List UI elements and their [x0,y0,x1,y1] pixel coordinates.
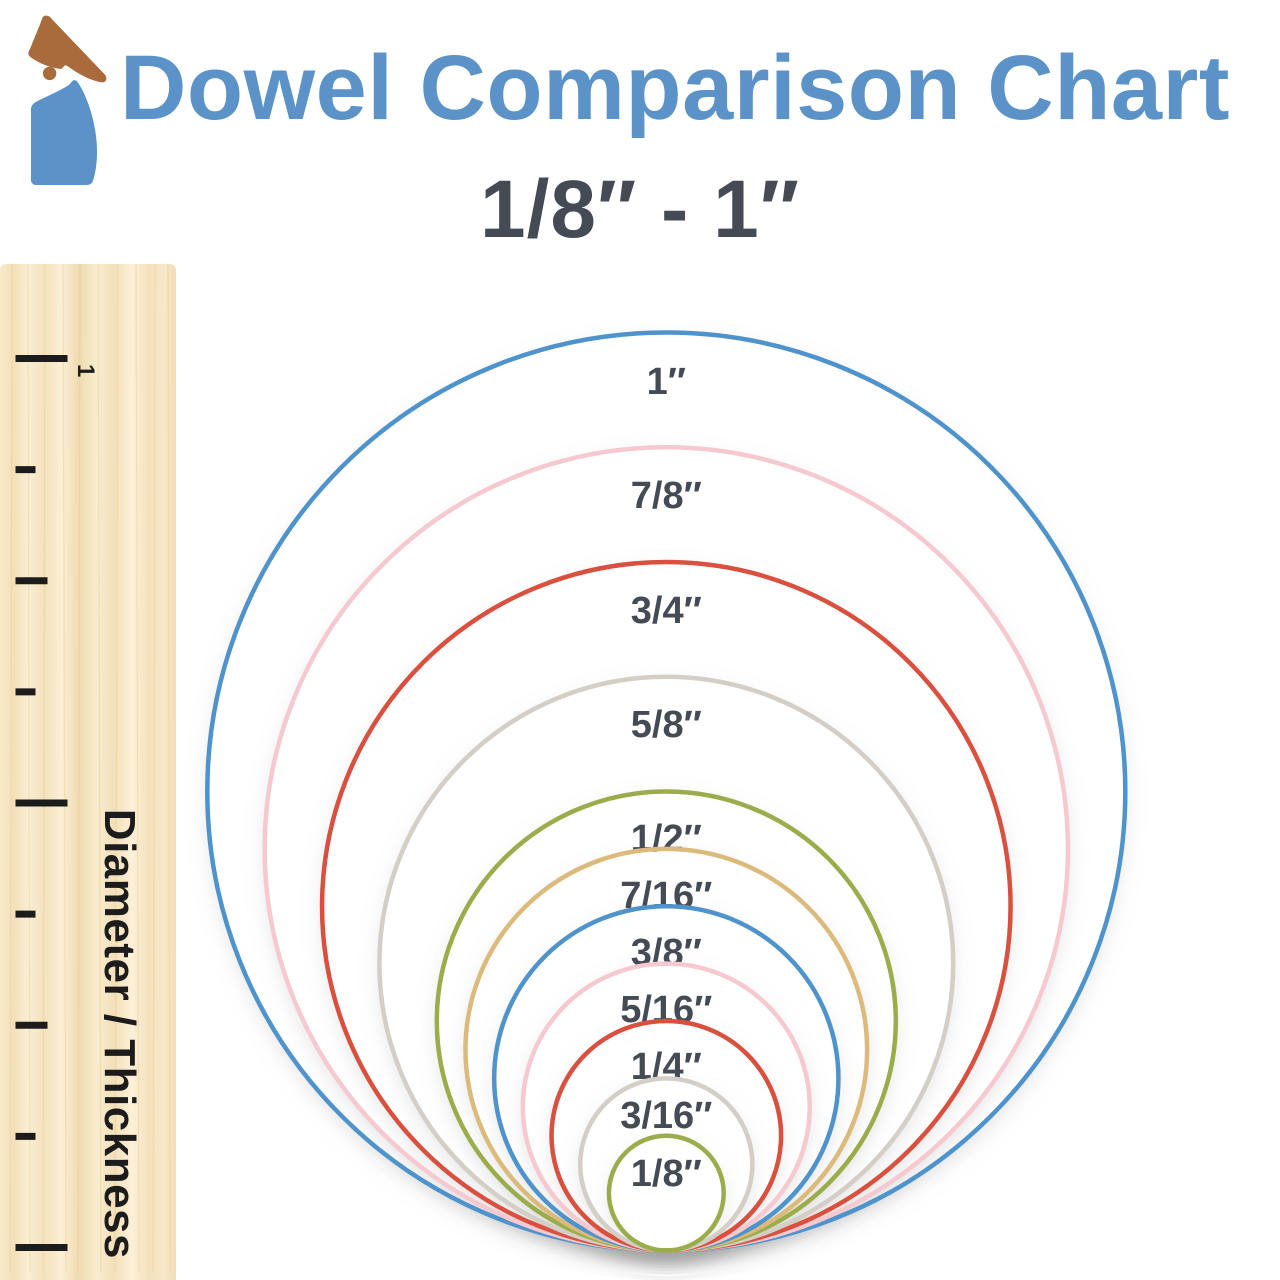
svg-text:7/8″: 7/8″ [631,475,702,517]
svg-text:5/8″: 5/8″ [631,704,702,746]
svg-text:1/8″: 1/8″ [631,1153,702,1195]
svg-text:1/2″: 1/2″ [631,818,702,860]
svg-text:3/16″: 3/16″ [620,1095,712,1137]
svg-text:1″: 1″ [647,361,686,403]
svg-text:3/4″: 3/4″ [631,590,702,632]
